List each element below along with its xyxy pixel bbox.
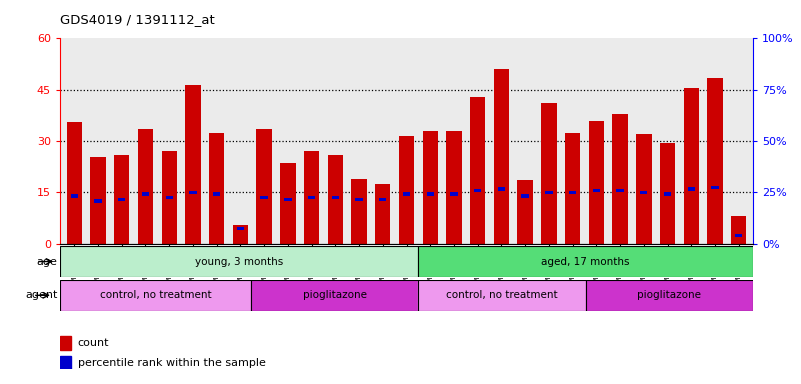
Bar [252, 280, 418, 311]
Bar [256, 129, 272, 244]
Text: control, no treatment: control, no treatment [100, 290, 211, 300]
Bar [418, 246, 753, 277]
Bar [545, 191, 553, 194]
Bar [636, 134, 651, 244]
Bar [375, 184, 391, 244]
Text: age: age [37, 257, 58, 266]
Bar [60, 356, 71, 370]
Text: pioglitazone: pioglitazone [638, 290, 702, 300]
Bar [60, 336, 71, 350]
Bar [308, 196, 316, 199]
Text: control, no treatment: control, no treatment [446, 290, 557, 300]
Bar [497, 187, 505, 191]
Bar [60, 280, 252, 311]
Text: agent: agent [26, 290, 58, 300]
Bar [233, 225, 248, 244]
Bar [660, 143, 675, 244]
Bar [213, 192, 220, 196]
Bar [707, 78, 723, 244]
Bar [399, 136, 414, 244]
Bar [352, 179, 367, 244]
Bar [138, 129, 153, 244]
Bar [640, 191, 647, 194]
Text: aged, 17 months: aged, 17 months [541, 257, 630, 266]
Bar [616, 189, 624, 192]
Bar [470, 97, 485, 244]
Bar [356, 198, 363, 201]
Bar [142, 192, 149, 196]
Bar [280, 163, 296, 244]
Bar [260, 196, 268, 199]
Bar [284, 198, 292, 201]
Bar [166, 196, 173, 199]
Text: young, 3 months: young, 3 months [195, 257, 284, 266]
Bar [589, 121, 604, 244]
Bar [427, 192, 434, 196]
Bar [332, 196, 339, 199]
Text: pioglitazone: pioglitazone [303, 290, 367, 300]
Bar [60, 246, 418, 277]
Bar [664, 192, 671, 196]
Bar [328, 155, 343, 244]
Bar [209, 132, 224, 244]
Bar [162, 151, 177, 244]
Bar [185, 84, 201, 244]
Text: GDS4019 / 1391112_at: GDS4019 / 1391112_at [60, 13, 215, 26]
Bar [446, 131, 461, 244]
Bar [541, 103, 557, 244]
Bar [683, 88, 699, 244]
Bar [474, 189, 481, 192]
Bar [91, 157, 106, 244]
Text: count: count [78, 338, 109, 348]
Bar [418, 280, 586, 311]
Bar [450, 192, 457, 196]
Bar [66, 122, 82, 244]
Bar [70, 194, 78, 198]
Bar [118, 198, 126, 201]
Bar [586, 280, 753, 311]
Bar [493, 69, 509, 244]
Bar [189, 191, 197, 194]
Bar [379, 198, 386, 201]
Bar [593, 189, 600, 192]
Bar [521, 194, 529, 198]
Bar [422, 131, 438, 244]
Bar [687, 187, 695, 191]
Bar [711, 185, 718, 189]
Text: percentile rank within the sample: percentile rank within the sample [78, 358, 266, 368]
Bar [735, 233, 743, 237]
Bar [114, 155, 130, 244]
Bar [517, 180, 533, 244]
Bar [565, 132, 580, 244]
Bar [403, 192, 410, 196]
Bar [95, 199, 102, 203]
Bar [569, 191, 576, 194]
Bar [731, 217, 747, 244]
Bar [612, 114, 628, 244]
Bar [304, 151, 320, 244]
Bar [237, 227, 244, 230]
